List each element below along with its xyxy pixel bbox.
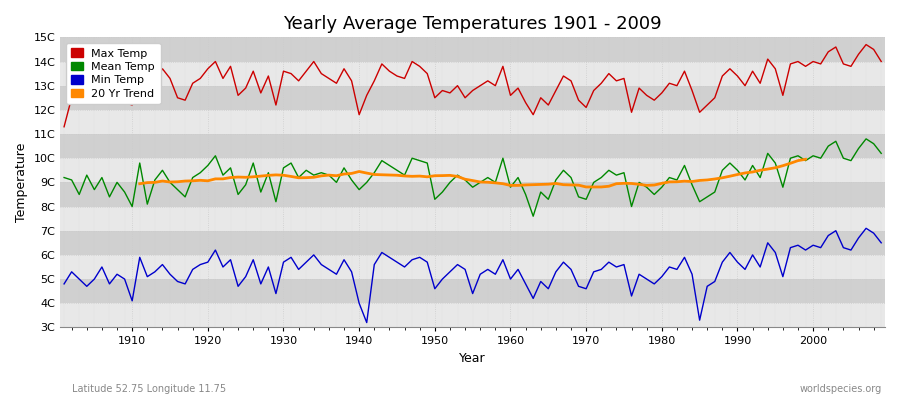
Bar [60, 255, 885, 279]
Text: Latitude 52.75 Longitude 11.75: Latitude 52.75 Longitude 11.75 [72, 384, 226, 394]
X-axis label: Year: Year [459, 352, 486, 365]
Y-axis label: Temperature: Temperature [15, 143, 28, 222]
Bar [60, 134, 885, 158]
Bar [60, 158, 885, 182]
Bar [60, 231, 885, 255]
Bar [60, 206, 885, 231]
Bar [60, 37, 885, 62]
Title: Yearly Average Temperatures 1901 - 2009: Yearly Average Temperatures 1901 - 2009 [284, 15, 662, 33]
Bar [60, 279, 885, 303]
Bar [60, 62, 885, 86]
Text: worldspecies.org: worldspecies.org [800, 384, 882, 394]
Bar [60, 110, 885, 134]
Bar [60, 182, 885, 206]
Bar [60, 303, 885, 328]
Legend: Max Temp, Mean Temp, Min Temp, 20 Yr Trend: Max Temp, Mean Temp, Min Temp, 20 Yr Tre… [66, 43, 160, 104]
Bar [60, 86, 885, 110]
